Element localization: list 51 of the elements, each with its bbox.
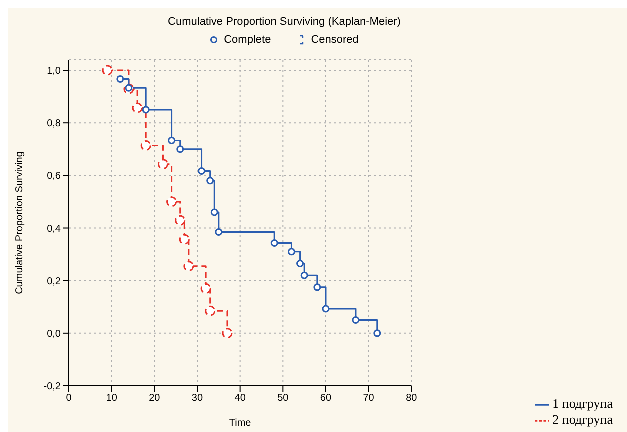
point (314, 284, 322, 292)
x-tick-label: 40 (234, 393, 246, 404)
point (175, 215, 186, 226)
y-tick-label: 0,8 (47, 118, 62, 130)
text: Complete (224, 34, 272, 46)
point (102, 65, 113, 76)
point (374, 330, 382, 338)
x-tick-label: 50 (278, 393, 290, 404)
y-tick-label: 0,4 (47, 224, 62, 235)
x-tick-label: 30 (192, 393, 204, 404)
point (132, 102, 143, 114)
point (300, 272, 308, 280)
point (288, 248, 296, 256)
text: Censored (311, 34, 359, 46)
x-axis-title: Time (229, 418, 252, 429)
point (210, 208, 218, 216)
point (179, 234, 190, 245)
x-tick-label: 70 (363, 393, 375, 404)
y-axis-title: Cumulative Proportion Surviving (14, 152, 26, 294)
x-tick-label: 60 (320, 393, 332, 404)
point (166, 196, 178, 208)
legend-label: 2 подгрупа (552, 412, 613, 427)
point (352, 316, 360, 324)
point (140, 140, 152, 151)
y-tick-label: -0,2 (44, 382, 62, 393)
point (222, 328, 233, 339)
point (200, 283, 212, 294)
y-tick-label: 0,2 (47, 276, 62, 288)
point (116, 75, 124, 83)
chart-title: Cumulative Proportion Surviving (Kaplan-Meier) (167, 16, 402, 28)
x-tick-label: 0 (66, 393, 72, 404)
point (205, 306, 216, 316)
point (322, 305, 330, 313)
point (270, 239, 278, 247)
y-tick-label: 0,0 (47, 328, 62, 340)
legend-label: 1 подгрупа (552, 396, 613, 411)
point (206, 177, 214, 185)
point (198, 167, 206, 175)
point (215, 228, 223, 236)
x-tick-label: 10 (106, 393, 118, 404)
x-tick-label: 80 (406, 393, 418, 404)
point (176, 146, 184, 154)
y-tick-label: 0,6 (47, 171, 62, 182)
point (142, 106, 150, 114)
point (125, 84, 133, 92)
point (184, 261, 194, 272)
x-tick-label: 20 (149, 393, 161, 404)
y-tick-label: 1,0 (47, 66, 62, 78)
point (168, 136, 176, 144)
point (158, 159, 168, 170)
point (296, 260, 304, 268)
